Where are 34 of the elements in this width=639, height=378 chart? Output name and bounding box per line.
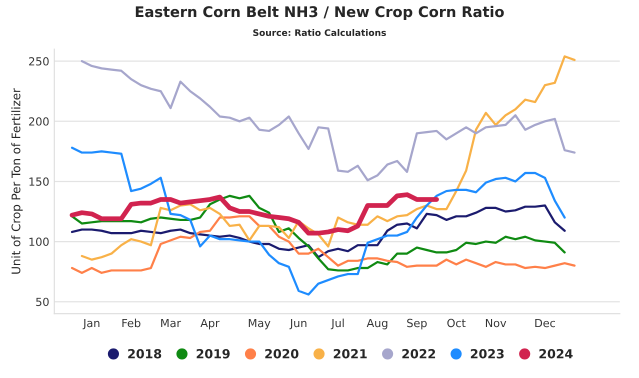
legend-label: 2020	[265, 349, 298, 358]
y-tick-label: 50	[36, 298, 49, 306]
x-tick-label: May	[248, 318, 270, 330]
line-series	[70, 194, 566, 272]
x-tick-label: Jun	[289, 318, 306, 330]
y-tick-label: 100	[29, 238, 49, 246]
x-tick-label: Oct	[447, 318, 466, 328]
y-tick-label: 200	[29, 117, 49, 126]
x-tick-label: Jul	[330, 318, 344, 330]
chart-title: Eastern Corn Belt NH3 / New Crop Corn Ratio	[136, 6, 504, 20]
x-tick-label: Mar	[161, 318, 182, 328]
x-tick-label: Sep	[407, 318, 427, 330]
legend-label: 2022	[402, 349, 436, 358]
y-axis-title: Unit of Crop Per Ton of Fertilizer	[11, 88, 23, 274]
line-series	[70, 192, 439, 236]
chart-subtitle: Source: Ratio Calculations	[253, 29, 386, 36]
x-tick-label: Feb	[122, 318, 140, 328]
legend-label: 2019	[196, 349, 230, 358]
line-series	[80, 55, 576, 261]
legend-label: 2021	[334, 349, 367, 358]
x-tick-label: Aug	[366, 318, 388, 330]
y-tick-label: 150	[29, 177, 49, 186]
x-tick-label: Dec	[535, 318, 556, 328]
x-tick-label: Nov	[486, 318, 506, 328]
y-tick-label: 250	[29, 57, 49, 66]
legend-label: 2018	[128, 349, 162, 358]
x-tick-label: Apr	[200, 318, 220, 330]
line-series	[80, 60, 576, 182]
line-series	[70, 204, 566, 258]
legend-label: 2024	[539, 349, 573, 358]
line-series	[70, 215, 576, 274]
line-series	[70, 146, 566, 296]
legend-label: 2023	[470, 349, 504, 358]
x-tick-label: Jan	[82, 318, 100, 330]
